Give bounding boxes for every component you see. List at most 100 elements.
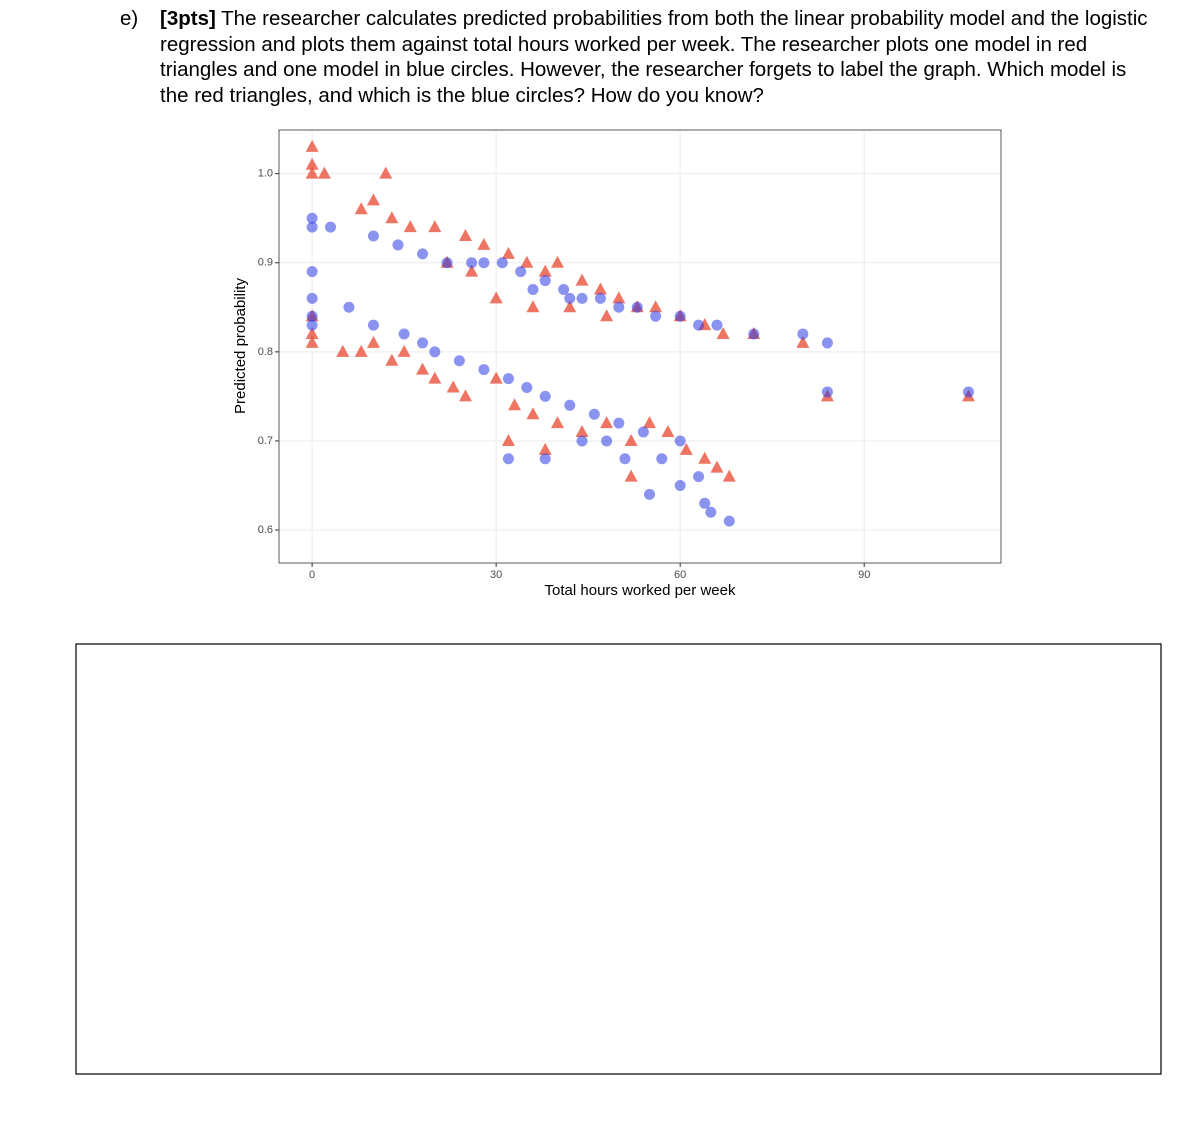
triangle-point <box>385 211 399 224</box>
circle-point <box>650 310 662 322</box>
triangle-point <box>465 264 479 277</box>
circle-point <box>539 390 551 402</box>
triangle-point <box>305 157 319 170</box>
circle-point <box>417 337 429 349</box>
triangle-point <box>600 309 614 322</box>
triangle-point <box>489 291 503 304</box>
triangle-point <box>593 282 607 295</box>
circle-point <box>392 239 404 251</box>
circle-point <box>478 257 490 269</box>
triangle-point <box>520 255 534 268</box>
question-label: e) <box>120 7 139 30</box>
circle-point <box>674 310 686 322</box>
triangle-point <box>722 469 736 482</box>
circle-point <box>306 292 318 304</box>
triangle-point <box>716 327 730 340</box>
circle-point <box>306 266 318 278</box>
circle-point <box>644 488 656 500</box>
triangle-point <box>428 371 442 384</box>
circle-point <box>711 319 723 331</box>
triangle-point <box>366 335 380 348</box>
circle-point <box>821 386 833 398</box>
triangle-point <box>643 416 657 429</box>
triangle-point <box>796 335 810 348</box>
circle-point <box>699 497 711 509</box>
triangle-point <box>612 291 626 304</box>
panel-border <box>278 129 1002 564</box>
circle-point <box>588 408 600 420</box>
circle-point <box>637 426 649 438</box>
triangle-point <box>575 425 589 438</box>
circle-point <box>398 328 410 340</box>
circle-point <box>306 212 318 224</box>
circle-point <box>441 257 453 269</box>
triangle-point <box>458 389 472 402</box>
circle-point <box>613 301 625 313</box>
triangle-point <box>305 166 319 179</box>
triangle-point <box>661 425 675 438</box>
circle-point <box>502 453 514 465</box>
y-tick-label: 1.0 <box>258 168 273 180</box>
triangle-point <box>489 371 503 384</box>
circle-point <box>417 248 429 260</box>
circle-point <box>821 337 833 349</box>
x-tick-label: 60 <box>674 569 686 581</box>
circle-point <box>502 373 514 385</box>
circle-point <box>343 301 355 313</box>
circle-point <box>306 310 318 322</box>
x-tick-label: 90 <box>858 569 870 581</box>
y-tick-label: 0.9 <box>258 257 273 269</box>
triangle-point <box>508 398 522 411</box>
triangle-point <box>477 237 491 250</box>
triangle-point <box>354 344 368 357</box>
circle-point <box>613 417 625 429</box>
plot-panel <box>279 130 1001 563</box>
circle-point <box>325 221 337 233</box>
circle-point <box>478 364 490 376</box>
circle-point <box>631 301 643 313</box>
triangle-point <box>428 220 442 233</box>
circle-point <box>558 283 570 295</box>
triangle-point <box>397 344 411 357</box>
circle-point <box>748 328 760 340</box>
circle-point <box>466 257 478 269</box>
circle-point <box>496 257 508 269</box>
circle-point <box>453 355 465 367</box>
circle-point <box>521 381 533 393</box>
circle-point <box>564 399 576 411</box>
x-tick-label: 30 <box>490 569 502 581</box>
y-tick-label: 0.7 <box>258 435 273 447</box>
x-axis-label: Total hours worked per week <box>545 582 736 599</box>
question-text: The researcher calculates predicted prob… <box>160 7 1148 107</box>
triangle-point <box>538 264 552 277</box>
triangle-point <box>538 442 552 455</box>
triangle-point <box>600 416 614 429</box>
triangle-point <box>501 433 515 446</box>
triangle-point <box>550 416 564 429</box>
circle-point <box>656 453 668 465</box>
triangle-point <box>526 407 540 420</box>
question-points: [3pts] <box>160 7 216 30</box>
triangle-point <box>575 273 589 286</box>
circle-point <box>601 435 613 447</box>
circle-point <box>693 471 705 483</box>
circle-point <box>306 221 318 233</box>
triangle-point <box>446 380 460 393</box>
triangle-point <box>305 335 319 348</box>
triangle-point <box>317 166 331 179</box>
circle-point <box>705 506 717 518</box>
triangle-point <box>336 344 350 357</box>
triangle-point <box>563 300 577 313</box>
circle-point <box>539 453 551 465</box>
circle-point <box>429 346 441 358</box>
circle-point <box>962 386 974 398</box>
triangle-point <box>501 246 515 259</box>
circle-point <box>594 292 606 304</box>
answer-box[interactable] <box>75 643 1162 1075</box>
triangle-point <box>379 166 393 179</box>
triangle-point <box>366 193 380 206</box>
triangle-point <box>698 451 712 464</box>
circle-point <box>576 435 588 447</box>
question: e) [3pts] The researcher calculates pred… <box>120 6 1150 108</box>
